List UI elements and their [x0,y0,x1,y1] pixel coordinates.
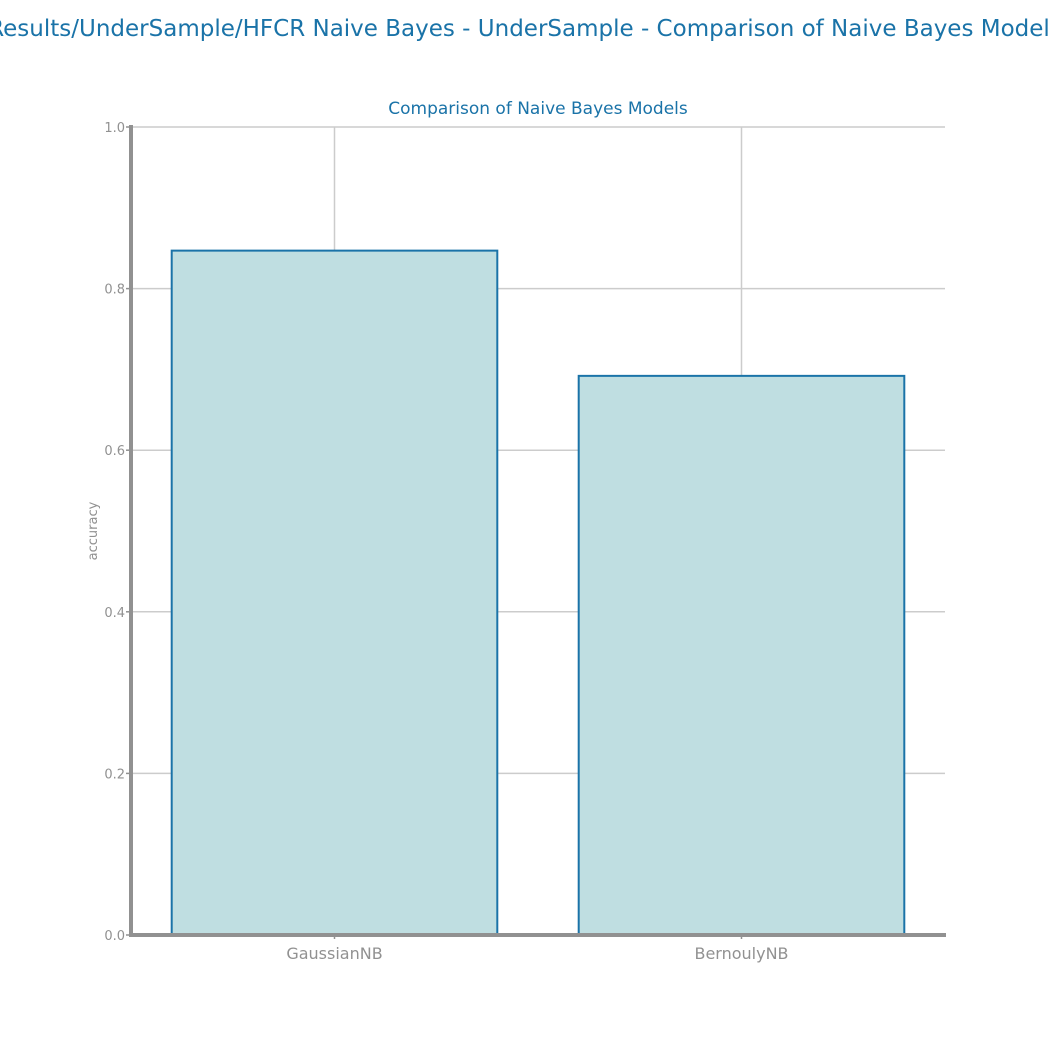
y-tick-label-0: 0.0 [104,929,125,944]
bars-group [170,249,906,936]
axes-group [126,125,946,939]
y-tick-label-4: 0.8 [104,283,125,298]
x-tick-labels: GaussianNB BernoulyNB [286,944,788,963]
y-axis-label: accuracy [86,501,101,560]
y-tick-label-2: 0.4 [104,606,125,621]
bar-BernoulyNB [577,374,906,936]
y-tick-label-3: 0.6 [104,444,125,459]
y-tick-labels: 0.0 0.2 0.4 0.6 0.8 1.0 [104,121,125,944]
x-tick-label-0: GaussianNB [286,944,382,963]
bar-GaussianNB [170,249,499,936]
y-tick-label-5: 1.0 [104,121,125,136]
figure-suptitle: Results/UnderSample/HFCR Naive Bayes - U… [0,16,1050,42]
y-tick-label-1: 0.2 [104,767,125,782]
x-tick-label-1: BernoulyNB [694,944,788,963]
chart-title: Comparison of Naive Bayes Models [388,99,688,119]
